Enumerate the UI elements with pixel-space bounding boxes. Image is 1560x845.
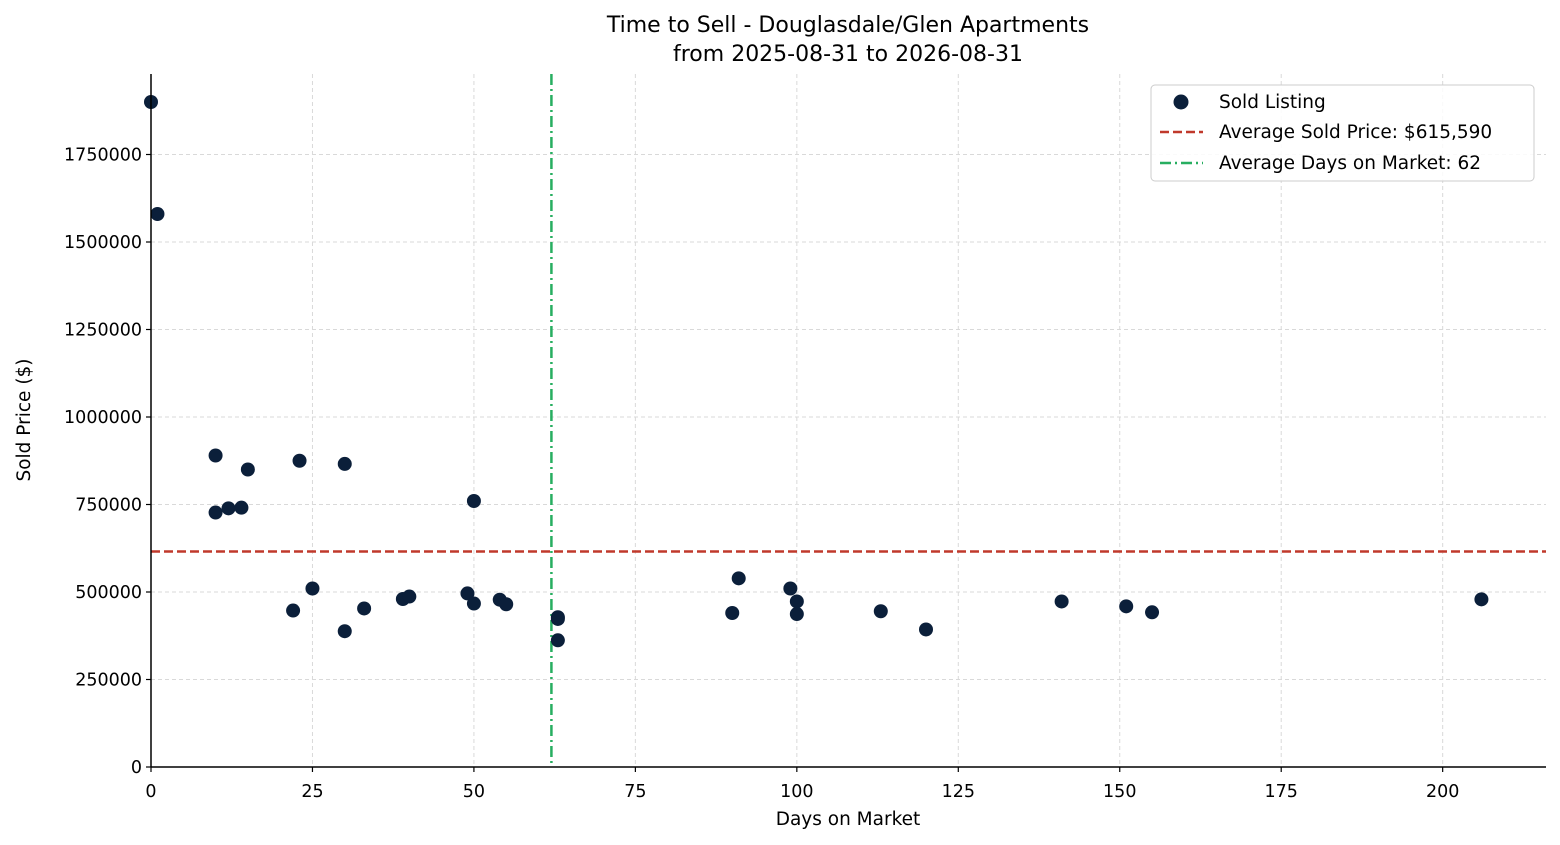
data-point [208, 505, 223, 520]
data-points [144, 95, 1489, 648]
x-tick-label: 175 [1265, 782, 1298, 802]
data-point [221, 501, 236, 516]
data-point [550, 611, 565, 626]
data-point [919, 622, 933, 637]
data-point [337, 456, 352, 471]
y-tick-label: 750000 [75, 496, 142, 516]
x-ticks: 0 25 50 75 100 125 150 175 200 [145, 767, 1459, 802]
reference-lines [151, 74, 1546, 767]
legend-box [1150, 84, 1535, 182]
data-point [789, 607, 804, 622]
y-axis-label: Sold Price ($) [14, 358, 35, 481]
data-point [234, 500, 249, 515]
x-tick-label: 125 [942, 782, 975, 802]
legend-label-avg-price: Average Sold Price: $615,590 [1219, 122, 1492, 143]
data-point [466, 596, 481, 611]
data-point [402, 589, 417, 604]
data-point [208, 448, 223, 463]
data-point [460, 586, 475, 601]
y-ticks: 0 250000 500000 750000 1000000 1250000 1500000… [64, 146, 151, 778]
y-tick-label: 0 [131, 758, 142, 778]
chart-subtitle: from 2025-08-31 to 2026-08-31 [673, 42, 1023, 67]
y-tick-label: 1000000 [64, 408, 142, 428]
data-point [150, 207, 165, 221]
y-tick-label: 1250000 [64, 321, 142, 341]
x-axis-label: Days on Market [776, 809, 921, 830]
x-tick-label: 150 [1103, 782, 1136, 802]
legend-label-avg-days: Average Days on Market: 62 [1219, 153, 1481, 174]
data-point [1054, 594, 1069, 609]
data-point [731, 571, 746, 586]
data-point [357, 601, 372, 616]
data-point [499, 597, 514, 612]
data-point [292, 453, 307, 468]
data-point [725, 606, 740, 620]
data-point [466, 494, 481, 508]
data-point [873, 604, 888, 619]
legend-label-sold-listing: Sold Listing [1219, 92, 1326, 113]
x-tick-label: 75 [624, 782, 646, 802]
y-tick-label: 1750000 [64, 146, 142, 166]
x-tick-label: 25 [301, 782, 323, 802]
legend: Sold Listing Average Sold Price: $615,59… [1150, 84, 1535, 182]
y-tick-label: 250000 [75, 671, 142, 691]
axes [150, 74, 1546, 768]
data-point [789, 594, 804, 609]
x-tick-label: 0 [145, 782, 156, 802]
data-point [240, 462, 255, 477]
chart-title: Time to Sell - Douglasdale/Glen Apartmen… [606, 13, 1089, 38]
data-point [1145, 605, 1160, 620]
x-tick-label: 100 [780, 782, 813, 802]
legend-scatter-marker [1173, 94, 1189, 110]
x-tick-label: 200 [1426, 782, 1459, 802]
data-point [337, 624, 352, 639]
data-point [1474, 592, 1489, 607]
data-point [550, 633, 565, 648]
x-tick-label: 50 [463, 782, 485, 802]
y-tick-label: 1500000 [64, 233, 142, 253]
y-tick-label: 500000 [75, 583, 142, 603]
data-point [286, 603, 301, 618]
data-point [305, 581, 320, 596]
data-point [783, 581, 798, 596]
data-point [1119, 599, 1134, 614]
